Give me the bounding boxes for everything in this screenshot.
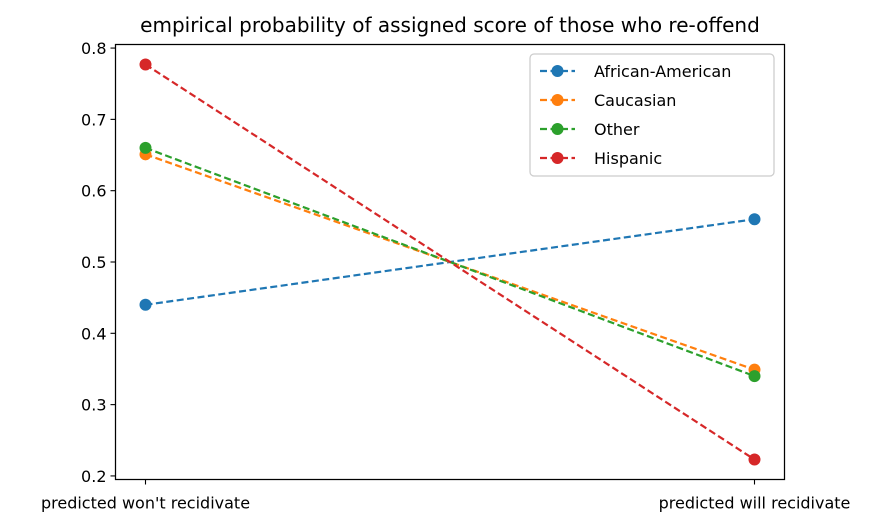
y-tick-label: 0.7 (81, 110, 106, 129)
y-tick-label: 0.6 (81, 182, 106, 201)
y-tick-label: 0.4 (81, 324, 106, 343)
legend-entry: Hispanic (540, 149, 662, 168)
y-axis: 0.2 0.3 0.4 0.5 0.6 0.7 0.8 (81, 39, 116, 486)
chart-title: empirical probability of assigned score … (140, 13, 760, 37)
legend-marker (551, 94, 564, 106)
y-tick-label: 0.3 (81, 396, 106, 415)
x-axis: predicted won't recidivate predicted will… (41, 479, 851, 513)
legend-label: Caucasian (594, 91, 676, 110)
legend-marker (551, 152, 564, 164)
series-layer (139, 58, 761, 466)
legend-marker (551, 123, 564, 135)
series-other (139, 141, 761, 383)
x-tick-label: predicted won't recidivate (41, 494, 250, 513)
legend-entry: Other (540, 120, 640, 139)
data-point (139, 141, 152, 154)
legend-label: African-American (594, 62, 731, 81)
y-tick-label: 0.8 (81, 39, 106, 58)
data-point (748, 370, 761, 383)
legend-entry: African-American (540, 62, 731, 81)
data-point (748, 213, 761, 226)
legend: African-American Caucasian Other Hispanic (529, 53, 775, 177)
y-tick-label: 0.2 (81, 467, 106, 486)
data-point (139, 298, 152, 311)
legend-marker (551, 65, 564, 77)
series-line (145, 153, 755, 371)
data-point (139, 58, 152, 71)
series-hispanic (139, 58, 761, 466)
x-tick-label: predicted will recidivate (659, 494, 851, 513)
data-point (748, 453, 761, 466)
legend-box (529, 53, 775, 177)
legend-label: Hispanic (594, 149, 662, 168)
series-line (145, 146, 755, 378)
legend-label: Other (594, 120, 640, 139)
series-line (144, 63, 756, 461)
legend-entry: Caucasian (540, 91, 676, 110)
y-tick-label: 0.5 (81, 253, 106, 272)
